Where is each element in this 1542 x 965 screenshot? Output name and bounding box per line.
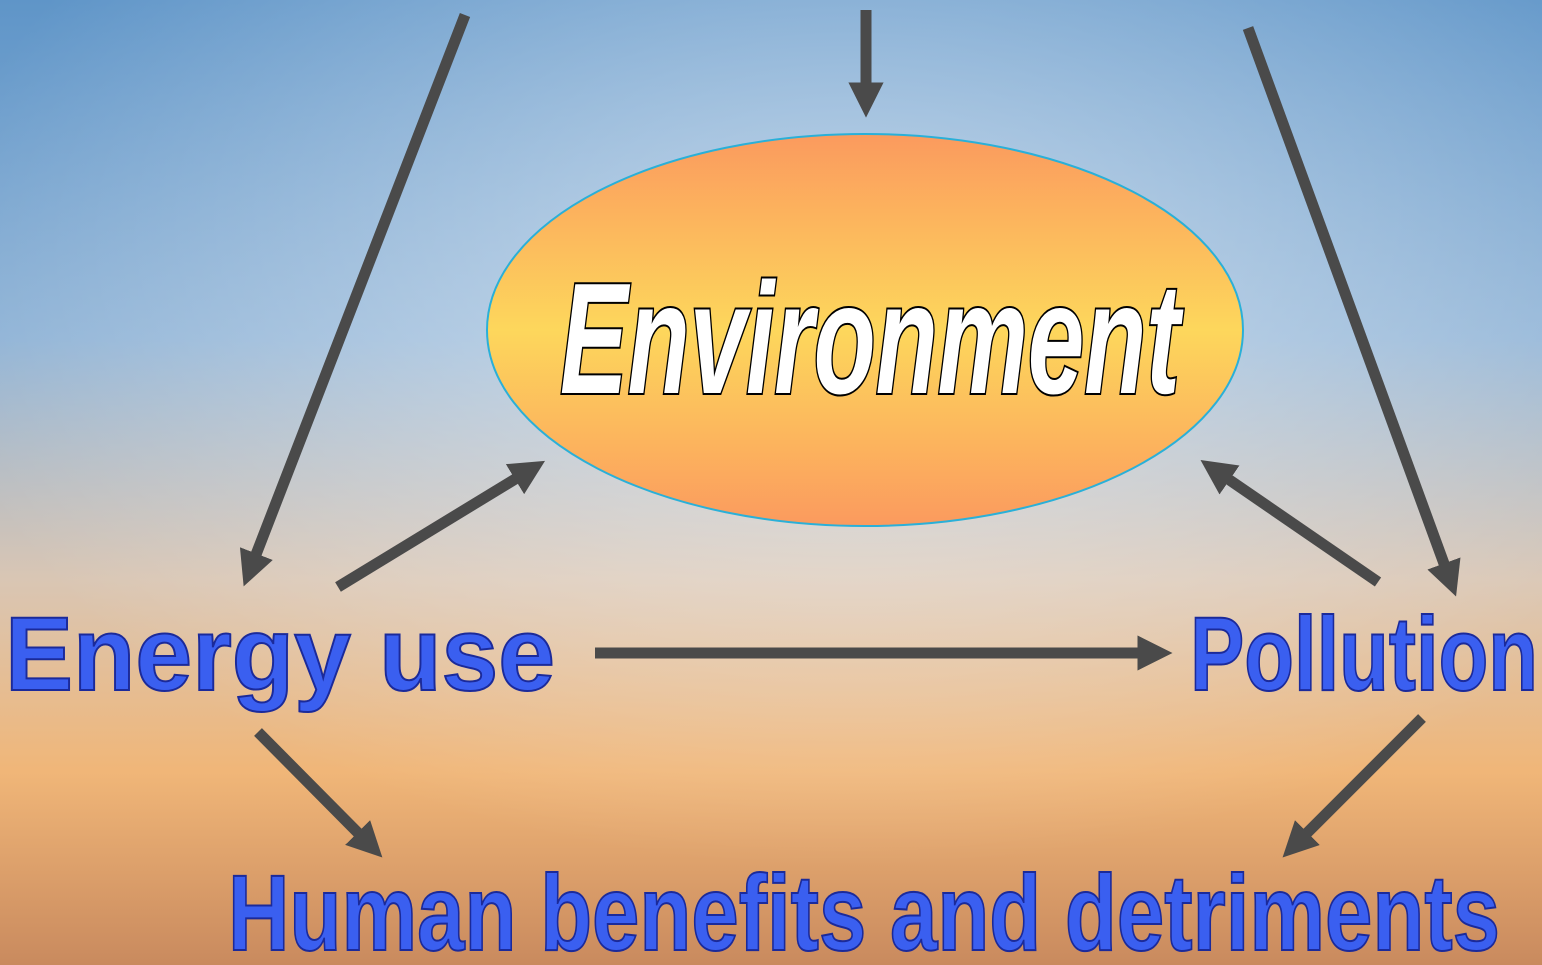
pollution-label: Pollution [1190,596,1538,713]
human-label: Human benefits and detriments [228,852,1500,965]
environment-ellipse [486,133,1244,527]
arrow [1282,714,1426,858]
energy-use-label: Energy use [5,596,555,713]
arrow [1200,460,1382,587]
arrow [254,728,383,858]
arrows [239,10,1461,858]
environment-label: Environment [560,251,1184,427]
arrow [239,13,471,587]
arrow [335,460,546,592]
arrow [1242,26,1461,597]
